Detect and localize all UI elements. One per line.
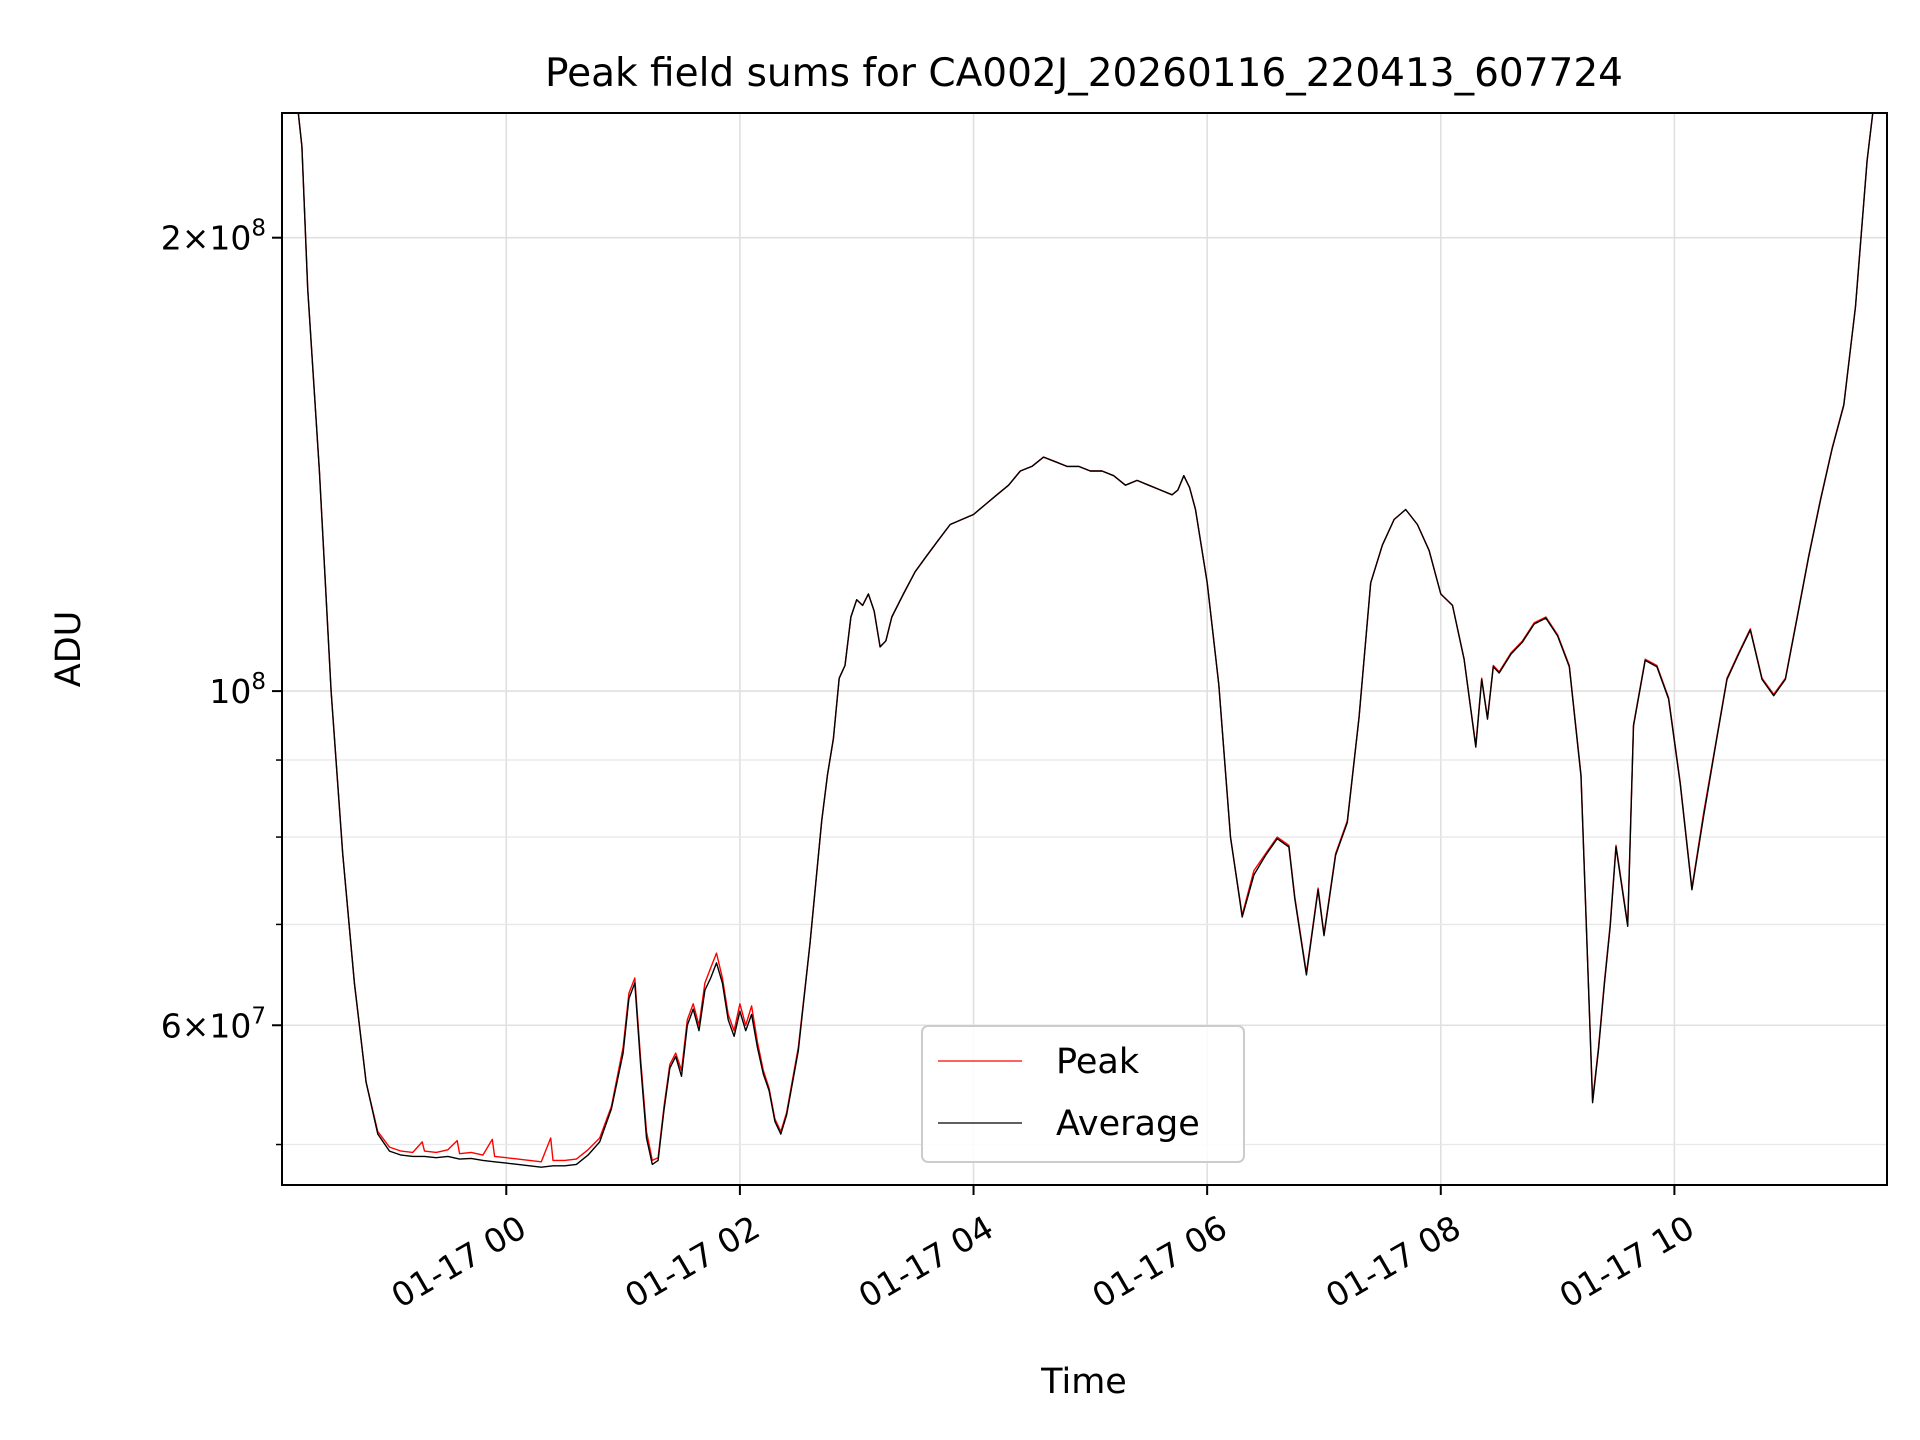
y-axis-ticks: 6×107 108 2×108 xyxy=(161,216,282,1146)
series-line-average xyxy=(297,113,1874,1168)
y-tick-label: 6×107 xyxy=(161,1003,266,1045)
y-tick-label: 2×108 xyxy=(161,216,266,258)
y-axis-label: ADU xyxy=(49,611,89,688)
legend-label-peak: Peak xyxy=(1056,1042,1140,1082)
plot-frame xyxy=(281,112,1888,1186)
legend-label-average: Average xyxy=(1056,1104,1200,1144)
chart-title: Peak field sums for CA002J_20260116_2204… xyxy=(545,51,1623,96)
legend: Peak Average xyxy=(921,1025,1245,1163)
x-axis-label: Time xyxy=(1040,1362,1127,1402)
series-layer xyxy=(297,113,1874,1168)
legend-box xyxy=(921,1025,1245,1163)
y-tick-label: 108 xyxy=(209,669,266,711)
